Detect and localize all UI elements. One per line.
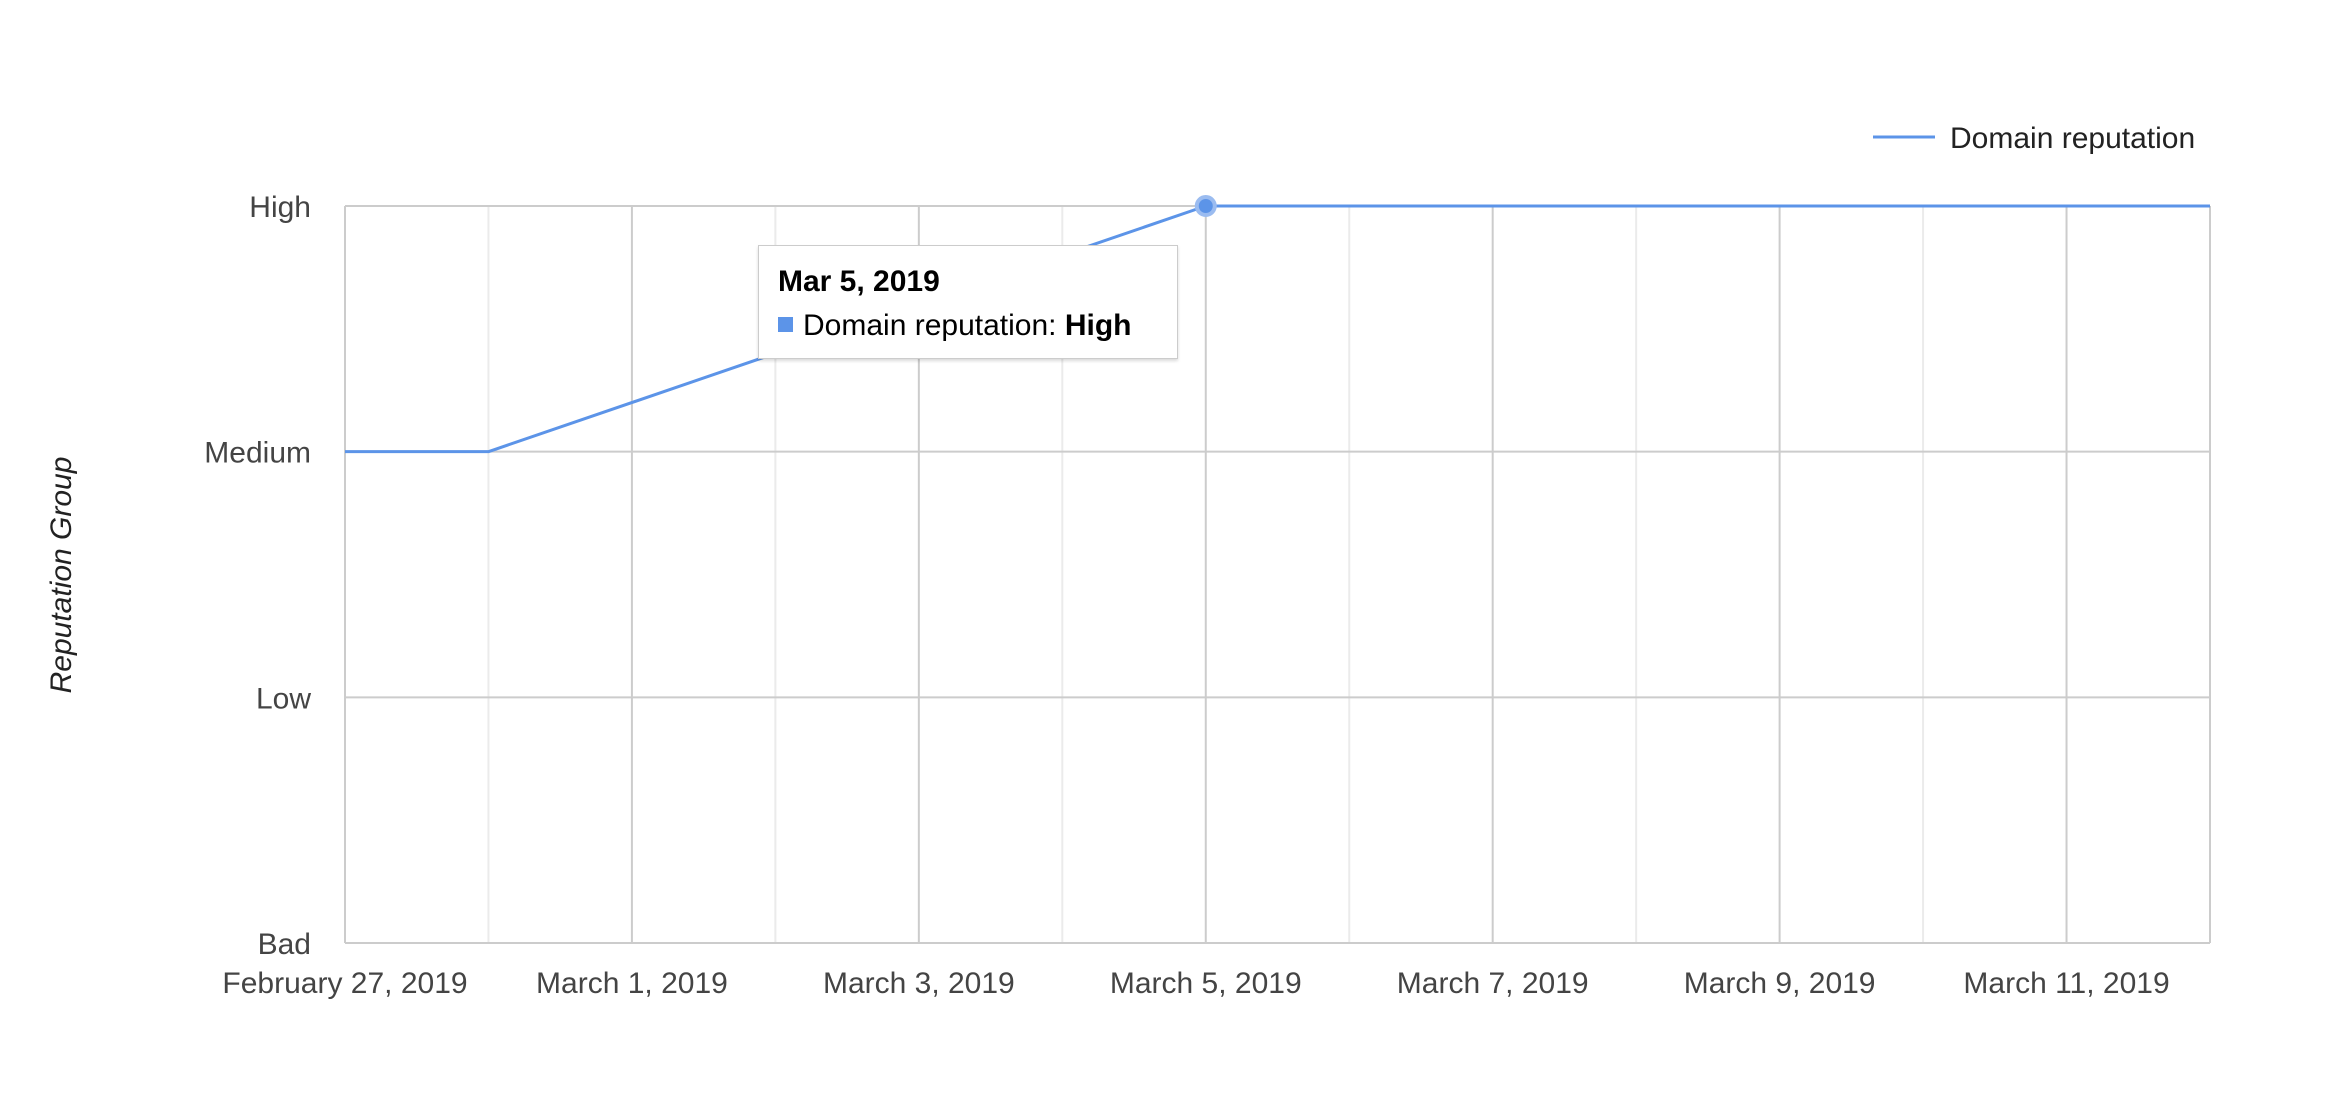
legend-label-domain-reputation: Domain reputation bbox=[1950, 122, 2195, 155]
tooltip: Mar 5, 2019 Domain reputation: High bbox=[758, 245, 1178, 359]
x-tick-label: March 11, 2019 bbox=[1963, 967, 2169, 1000]
x-tick-label: March 9, 2019 bbox=[1684, 967, 1876, 1000]
x-tick-label: March 5, 2019 bbox=[1110, 967, 1302, 1000]
y-tick-label: Bad bbox=[258, 928, 311, 961]
series-line-domain-reputation[interactable] bbox=[345, 204, 2210, 454]
x-tick-label: February 27, 2019 bbox=[222, 967, 467, 1000]
y-tick-label: High bbox=[249, 191, 311, 224]
x-axis-ticks: February 27, 2019 March 1, 2019 March 3, 2… bbox=[222, 967, 2169, 1000]
legend[interactable]: Domain reputation bbox=[1873, 122, 2195, 155]
tooltip-row: Domain reputation: High bbox=[778, 309, 1131, 343]
x-tick-label: March 1, 2019 bbox=[536, 967, 728, 1000]
tooltip-series-swatch bbox=[778, 317, 793, 332]
x-tick-label: March 7, 2019 bbox=[1397, 967, 1589, 1000]
y-axis-ticks: Bad Low Medium High bbox=[204, 191, 311, 961]
tooltip-value: High bbox=[1064, 309, 1132, 342]
series-layer bbox=[345, 195, 2210, 454]
highlighted-data-point[interactable] bbox=[1194, 195, 1217, 217]
y-tick-label: Low bbox=[256, 682, 311, 715]
major-gridlines bbox=[344, 205, 2211, 944]
tooltip-series-label: Domain reputation: bbox=[803, 309, 1065, 342]
tooltip-date: Mar 5, 2019 bbox=[778, 265, 940, 298]
y-tick-label: Medium bbox=[204, 437, 311, 470]
x-tick-label: March 3, 2019 bbox=[823, 967, 1015, 1000]
y-axis-title: Reputation Group bbox=[45, 457, 78, 694]
